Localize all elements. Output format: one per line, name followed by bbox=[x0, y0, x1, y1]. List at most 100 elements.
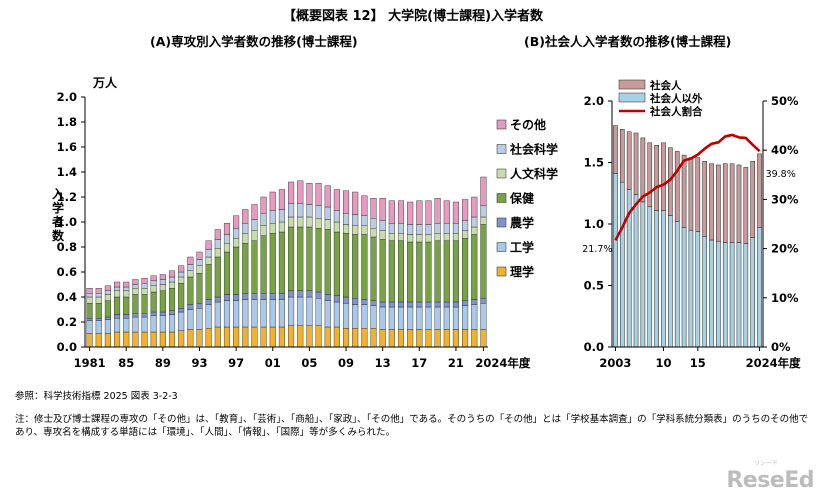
bar-a-s4-1991 bbox=[178, 276, 185, 284]
bar-a-s6-1995 bbox=[214, 229, 221, 240]
bar-a-s3-1997 bbox=[233, 246, 240, 295]
bar-a-s4-2012 bbox=[370, 228, 377, 238]
bar-a-s4-1990 bbox=[168, 281, 176, 289]
bar-a-s3-1993 bbox=[196, 273, 203, 304]
bar-a-s1-1981 bbox=[86, 320, 93, 334]
bar-a-s5-1983 bbox=[104, 290, 111, 295]
bar-a-s0-1986 bbox=[132, 331, 139, 348]
bar-a-s5-2018 bbox=[425, 224, 432, 235]
legend-b-swatch bbox=[618, 79, 646, 90]
bar-a-s1-2020 bbox=[443, 306, 450, 330]
bar-b-non-working-2015 bbox=[695, 231, 701, 348]
bar-a-s6-1992 bbox=[187, 256, 194, 265]
bar-a-s6-2015 bbox=[397, 200, 405, 224]
bar-a-s3-2013 bbox=[379, 239, 386, 303]
bar-a-s4-1985 bbox=[123, 290, 130, 298]
bar-a-s2-2013 bbox=[379, 301, 386, 308]
bar-a-s4-1994 bbox=[205, 256, 212, 265]
bar-a-s4-1982 bbox=[95, 296, 102, 304]
bar-a-s6-2005 bbox=[306, 183, 313, 205]
bar-a-s1-2004 bbox=[297, 296, 304, 326]
bar-a-s4-1988 bbox=[150, 285, 157, 293]
bar-a-s5-2010 bbox=[352, 214, 359, 226]
bar-a-s0-1984 bbox=[114, 331, 121, 348]
bar-a-s3-2011 bbox=[361, 234, 368, 300]
bar-a-s5-1988 bbox=[150, 280, 157, 286]
legend-a-label: 社会科学 bbox=[509, 142, 558, 157]
bar-a-s4-1984 bbox=[114, 290, 121, 298]
chart-a-ytick-label: 0.0 bbox=[57, 340, 77, 354]
bar-a-s1-1991 bbox=[178, 311, 185, 331]
bar-a-s1-2005 bbox=[306, 296, 313, 326]
bar-b-non-working-2014 bbox=[688, 229, 694, 348]
chart-b-xtick-label: 10 bbox=[655, 356, 671, 370]
bar-a-s5-1992 bbox=[187, 264, 194, 271]
bar-a-s1-2013 bbox=[379, 306, 386, 330]
bar-a-s0-1987 bbox=[141, 331, 148, 348]
bar-a-s1-2019 bbox=[434, 306, 441, 330]
bar-a-s6-2001 bbox=[269, 191, 276, 211]
bar-a-s6-1991 bbox=[178, 265, 185, 273]
bar-a-s1-1998 bbox=[242, 299, 249, 328]
bar-a-s5-2013 bbox=[379, 220, 386, 231]
bar-a-s3-2002 bbox=[278, 231, 285, 294]
legend-a-swatch bbox=[496, 266, 507, 277]
bar-a-s1-1984 bbox=[114, 318, 121, 333]
bar-a-s4-2019 bbox=[434, 233, 441, 241]
bar-a-s0-1990 bbox=[168, 331, 176, 348]
chart-a-xtick-label: 13 bbox=[375, 356, 391, 370]
bar-a-s5-1990 bbox=[168, 276, 176, 283]
chart-b-ytick-label: 0.5 bbox=[584, 279, 604, 293]
bar-a-s6-1987 bbox=[141, 278, 148, 284]
bar-a-s1-2021 bbox=[452, 306, 459, 330]
bar-a-s5-2005 bbox=[306, 204, 313, 218]
bar-b-non-working-2022 bbox=[743, 243, 749, 348]
bar-a-s5-2002 bbox=[278, 209, 285, 223]
bar-a-s2-2024 bbox=[480, 298, 487, 304]
bar-a-s4-1995 bbox=[214, 248, 221, 258]
bar-a-s1-2012 bbox=[370, 305, 377, 329]
bar-a-s3-2018 bbox=[425, 241, 432, 303]
bar-b-non-working-2016 bbox=[702, 236, 707, 348]
bar-a-s2-1990 bbox=[168, 310, 176, 315]
bar-a-s4-1999 bbox=[251, 230, 258, 241]
bar-a-s6-1996 bbox=[223, 223, 231, 235]
bar-b-working-2013 bbox=[681, 154, 687, 228]
source-note: 参照：科学技術指標 2025 図表 3-2-3 bbox=[15, 391, 178, 402]
bar-a-s5-2016 bbox=[407, 224, 414, 235]
bar-a-s2-1984 bbox=[114, 314, 121, 319]
bar-a-s3-2016 bbox=[407, 241, 414, 303]
bar-a-s1-2023 bbox=[471, 304, 478, 330]
chart-a: 万人 入学者数 0.0 0.2 0.4 0.6 0.8 1.0 1.2 1.4 1.6 1.8 2.… bbox=[51, 75, 558, 370]
bar-a-s2-1998 bbox=[242, 293, 249, 300]
bar-a-s1-1985 bbox=[123, 318, 130, 333]
chart-a-xtick-label: 97 bbox=[228, 356, 244, 370]
bar-a-s2-2014 bbox=[388, 301, 395, 308]
bar-a-s0-2021 bbox=[452, 329, 459, 348]
bar-a-s2-2001 bbox=[269, 293, 276, 300]
bar-a-s6-2008 bbox=[333, 189, 340, 211]
bar-a-s6-1982 bbox=[95, 288, 102, 294]
bar-a-s1-2024 bbox=[480, 303, 487, 330]
bar-b-working-2009 bbox=[654, 145, 659, 211]
chart-a-xtick-label: 1981 bbox=[74, 356, 106, 370]
bar-a-s4-2005 bbox=[306, 216, 313, 228]
bar-a-s6-2020 bbox=[443, 200, 450, 224]
watermark-sub: リシード bbox=[753, 460, 778, 467]
bar-a-s2-2021 bbox=[452, 301, 459, 308]
bar-a-s6-1998 bbox=[242, 209, 249, 224]
legend-a-swatch bbox=[496, 217, 507, 228]
legend-a-swatch bbox=[496, 144, 507, 154]
bar-a-s0-1983 bbox=[104, 333, 111, 348]
bar-a-s3-1982 bbox=[95, 303, 102, 319]
bar-a-s3-1983 bbox=[104, 300, 111, 318]
bar-a-s0-2008 bbox=[333, 326, 340, 348]
bar-a-s3-1989 bbox=[159, 290, 166, 313]
bar-a-s3-1998 bbox=[242, 243, 249, 294]
chart-a-ylabel-char: 数 bbox=[52, 228, 65, 243]
bar-a-s2-2000 bbox=[260, 293, 267, 300]
bar-a-s2-1994 bbox=[205, 299, 212, 305]
bar-b-working-2015 bbox=[695, 157, 701, 232]
bar-a-s3-1985 bbox=[123, 296, 130, 315]
bar-a-s2-2017 bbox=[416, 301, 423, 308]
